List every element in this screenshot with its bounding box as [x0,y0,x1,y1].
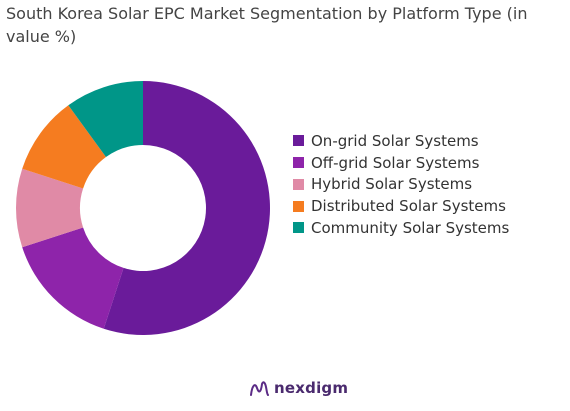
legend-swatch [293,135,304,147]
legend-swatch [293,222,304,234]
legend-swatch [293,157,304,169]
donut-chart [16,81,270,336]
legend-label: Off-grid Solar Systems [311,153,480,172]
chart-title: South Korea Solar EPC Market Segmentatio… [6,4,528,46]
legend-item: Hybrid Solar Systems [293,174,509,196]
donut-slice-distributed-solar-systems [22,105,106,189]
legend-label: On-grid Solar Systems [311,131,479,150]
donut-slice-on-grid-solar-systems [103,81,270,336]
donut-slice-hybrid-solar-systems [16,168,84,248]
legend-item: Off-grid Solar Systems [293,152,509,174]
legend-label: Hybrid Solar Systems [311,175,473,194]
donut-slice-community-solar-systems [68,81,143,158]
legend-item: Distributed Solar Systems [293,195,509,217]
legend-label: Distributed Solar Systems [311,197,506,216]
brand-footer: nexdigm [248,378,348,398]
donut-slice-off-grid-solar-systems [22,227,124,329]
chart-legend: On-grid Solar Systems Off-grid Solar Syst… [293,130,509,239]
nexdigm-logo-icon [250,381,269,396]
legend-item: On-grid Solar Systems [293,130,509,152]
legend-swatch [293,178,304,190]
brand-name: nexdigm [274,379,349,397]
legend-label: Community Solar Systems [311,218,510,237]
legend-swatch [293,200,304,212]
legend-item: Community Solar Systems [293,217,509,239]
